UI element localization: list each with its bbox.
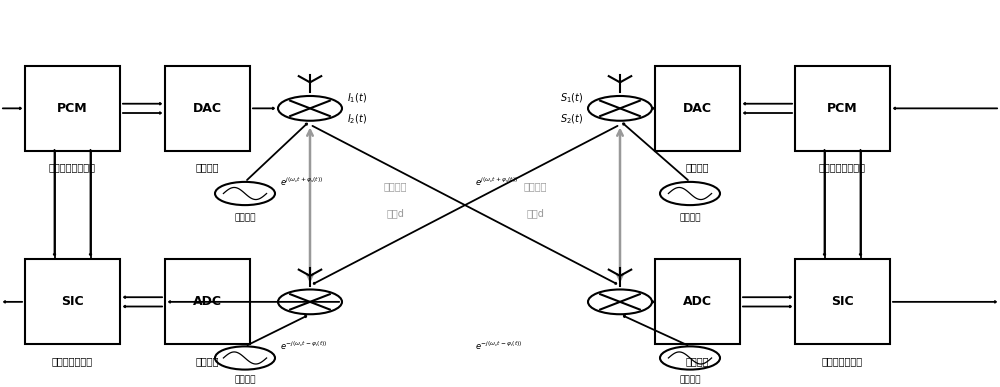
Circle shape (215, 346, 275, 370)
Text: $S_2(t)$: $S_2(t)$ (560, 112, 583, 126)
Text: ADC: ADC (683, 295, 712, 308)
Text: $I_1(t)$: $I_1(t)$ (347, 91, 367, 104)
Text: $S_1(t)$: $S_1(t)$ (560, 91, 583, 104)
Bar (25, 259, 120, 344)
Bar (655, 66, 740, 151)
Text: 模数转换: 模数转换 (686, 356, 709, 366)
Text: DAC: DAC (193, 102, 222, 115)
Text: SIC: SIC (61, 295, 84, 308)
Text: 自干扰消除模块: 自干扰消除模块 (52, 356, 93, 366)
Text: 极化状态控制模块: 极化状态控制模块 (49, 163, 96, 173)
Text: SIC: SIC (831, 295, 854, 308)
Circle shape (278, 96, 342, 121)
Text: 空间隔离: 空间隔离 (523, 181, 547, 191)
Circle shape (588, 96, 652, 121)
Bar (795, 259, 890, 344)
Text: $e^{-j(\omega_c t-\varphi_r(t))}$: $e^{-j(\omega_c t-\varphi_r(t))}$ (280, 340, 328, 352)
Text: 相位噪声: 相位噪声 (679, 213, 701, 222)
Text: 数模转换: 数模转换 (686, 163, 709, 173)
Circle shape (660, 182, 720, 205)
Text: 相位噪声: 相位噪声 (679, 375, 701, 384)
Circle shape (278, 289, 342, 314)
Text: 模数转换: 模数转换 (196, 356, 219, 366)
Text: 相位噪声: 相位噪声 (234, 375, 256, 384)
Bar (25, 66, 120, 151)
Text: $e^{-j(\omega_c t-\varphi_r(t))}$: $e^{-j(\omega_c t-\varphi_r(t))}$ (475, 340, 523, 352)
Circle shape (215, 182, 275, 205)
Bar (165, 259, 250, 344)
Text: PCM: PCM (827, 102, 858, 115)
Text: 距离d: 距离d (386, 208, 404, 218)
Bar (165, 66, 250, 151)
Bar (655, 259, 740, 344)
Text: PCM: PCM (57, 102, 88, 115)
Text: 相位噪声: 相位噪声 (234, 213, 256, 222)
Text: 自干扰消除模块: 自干扰消除模块 (822, 356, 863, 366)
Text: 极化状态控制模块: 极化状态控制模块 (819, 163, 866, 173)
Text: ADC: ADC (193, 295, 222, 308)
Circle shape (588, 289, 652, 314)
Text: $e^{j(\omega_c t+\varphi_s(t))}$: $e^{j(\omega_c t+\varphi_s(t))}$ (280, 175, 323, 188)
Text: DAC: DAC (683, 102, 712, 115)
Text: 空间隔离: 空间隔离 (383, 181, 407, 191)
Text: $I_2(t)$: $I_2(t)$ (347, 112, 367, 126)
Circle shape (660, 346, 720, 370)
Text: 距离d: 距离d (526, 208, 544, 218)
Text: 数模转换: 数模转换 (196, 163, 219, 173)
Text: $e^{j(\omega_c t+\varphi_s(t))}$: $e^{j(\omega_c t+\varphi_s(t))}$ (475, 175, 518, 188)
Bar (795, 66, 890, 151)
